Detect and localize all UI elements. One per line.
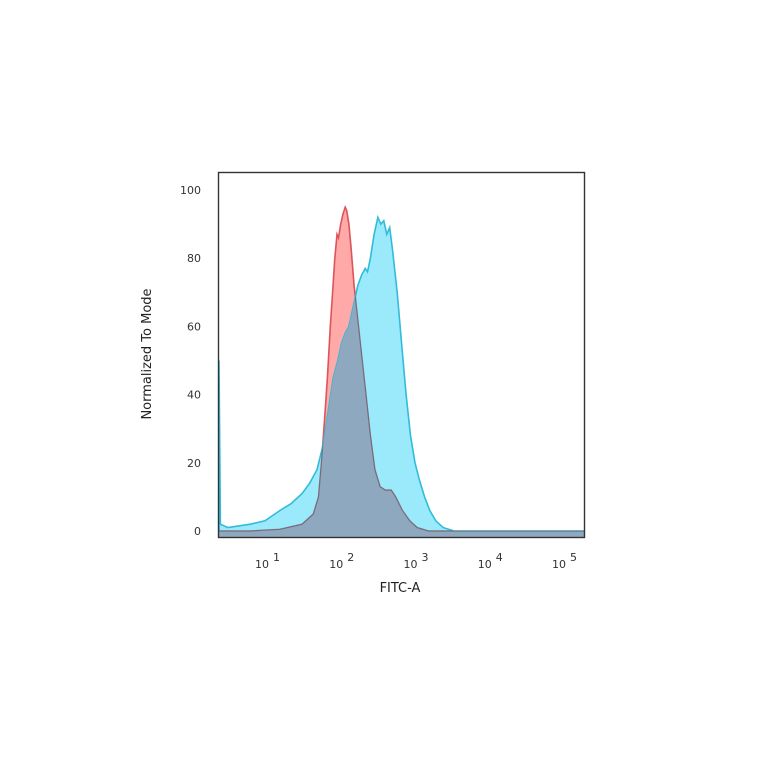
y-tick-label: 100 [180,184,201,197]
y-axis-ticks: 0 20 40 60 80 100 [180,184,201,538]
y-tick-label: 80 [187,252,201,265]
x-tick-exponent: 4 [496,551,503,564]
x-tick-label: 10 [329,558,343,571]
y-tick-label: 40 [187,389,201,402]
y-tick-label: 20 [187,457,201,470]
x-tick-label: 10 [478,558,492,571]
x-tick-exponent: 3 [422,551,429,564]
x-tick-label: 10 [404,558,418,571]
y-tick-label: 60 [187,320,201,333]
plot-area [218,204,585,538]
x-tick-exponent: 2 [347,551,354,564]
x-tick-exponent: 1 [273,551,280,564]
y-tick-label: 0 [194,525,201,538]
isotype-overlap-outline [219,217,584,532]
x-tick-label: 10 [552,558,566,571]
x-axis-ticks: 10 1 10 2 10 3 10 4 10 5 [255,551,577,571]
plot-frame [217,171,586,539]
x-tick-label: 10 [255,558,269,571]
stained-sample-histogram [218,214,585,538]
x-tick-exponent: 5 [570,551,577,564]
y-axis-label: Normalized To Mode [140,288,155,419]
x-axis-label: FITC-A [380,581,421,596]
